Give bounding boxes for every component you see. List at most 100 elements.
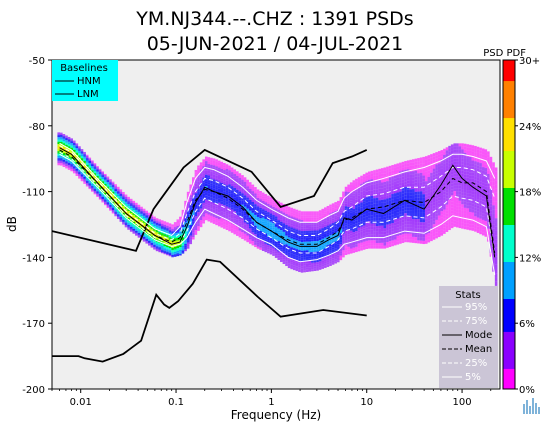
density-cell <box>197 177 200 180</box>
density-cell <box>484 193 488 197</box>
density-cell <box>62 157 66 159</box>
density-cell <box>308 252 312 255</box>
density-cell <box>254 225 257 228</box>
density-cell <box>380 237 384 240</box>
density-cell <box>62 163 66 165</box>
density-cell <box>282 221 286 224</box>
density-cell <box>181 219 185 221</box>
density-cell <box>360 175 363 179</box>
colorbar-cell <box>503 376 515 382</box>
density-cell <box>481 176 485 180</box>
density-cell <box>142 212 146 214</box>
density-cell <box>375 169 379 173</box>
density-cell <box>163 237 167 239</box>
density-cell <box>243 181 247 185</box>
density-cell <box>173 245 177 247</box>
density-cell <box>448 172 451 176</box>
density-cell <box>132 213 136 215</box>
density-cell <box>492 213 495 218</box>
density-cell <box>168 251 172 253</box>
density-cell <box>148 242 151 244</box>
density-cell <box>471 145 475 149</box>
density-cell <box>481 219 485 224</box>
density-cell <box>450 156 454 160</box>
density-cell <box>186 224 190 227</box>
density-cell <box>378 217 381 221</box>
density-cell <box>285 257 288 260</box>
density-cell <box>456 182 459 186</box>
density-cell <box>474 207 477 211</box>
density-cell <box>308 241 312 244</box>
density-cell <box>378 240 381 243</box>
density-cell <box>93 171 97 173</box>
density-cell <box>96 189 99 191</box>
density-cell <box>303 261 306 264</box>
density-cell <box>298 261 301 264</box>
density-cell <box>140 209 143 211</box>
density-cell <box>357 227 361 231</box>
density-cell <box>489 231 493 236</box>
density-cell <box>391 179 394 183</box>
density-cell <box>274 249 278 252</box>
density-cell <box>280 223 283 226</box>
density-cell <box>409 186 413 190</box>
density-cell <box>135 203 138 206</box>
density-cell <box>347 231 350 235</box>
density-cell <box>313 268 317 271</box>
density-cell <box>179 216 182 219</box>
density-cell <box>207 189 211 192</box>
density-cell <box>179 218 182 220</box>
density-cell <box>277 213 281 216</box>
density-cell <box>287 206 291 209</box>
density-cell <box>412 189 415 193</box>
density-cell <box>471 151 475 155</box>
density-cell <box>336 260 340 263</box>
density-cell <box>463 158 467 163</box>
density-cell <box>261 209 265 212</box>
density-cell <box>419 209 423 213</box>
density-cell <box>70 164 73 166</box>
density-cell <box>254 244 257 248</box>
density-cell <box>181 209 185 212</box>
density-cell <box>181 247 185 249</box>
density-cell <box>344 191 348 195</box>
density-cell <box>176 246 180 249</box>
density-cell <box>96 179 99 181</box>
series-line-95pct <box>59 142 496 237</box>
density-cell <box>158 226 161 228</box>
density-cell <box>285 263 288 267</box>
density-cell <box>437 209 441 213</box>
density-cell <box>474 197 477 202</box>
density-cell <box>72 145 76 147</box>
density-cell <box>225 211 229 214</box>
density-cell <box>380 202 384 206</box>
density-cell <box>453 173 457 177</box>
density-cell <box>287 259 291 262</box>
density-cell <box>236 233 239 236</box>
density-cell <box>282 219 286 222</box>
density-cell <box>430 160 433 164</box>
density-cell <box>370 226 374 230</box>
density-cell <box>352 237 356 240</box>
density-cell <box>70 138 73 140</box>
density-cell <box>83 153 86 155</box>
density-cell <box>91 162 94 164</box>
density-cell <box>300 270 304 273</box>
density-cell <box>282 227 286 230</box>
density-cell <box>109 205 112 207</box>
density-cell <box>106 192 110 194</box>
density-cell <box>285 211 288 215</box>
colorbar-cell <box>503 134 515 139</box>
density-cell <box>109 207 112 209</box>
density-cell <box>456 155 459 159</box>
density-cell <box>365 205 369 209</box>
density-cell <box>251 212 255 216</box>
density-cell <box>225 187 229 191</box>
density-cell <box>57 159 61 161</box>
density-cell <box>80 173 84 175</box>
density-cell <box>471 224 475 228</box>
density-cell <box>370 170 374 174</box>
density-cell <box>432 199 436 203</box>
colorbar-cell <box>503 351 515 357</box>
density-cell <box>225 192 229 195</box>
